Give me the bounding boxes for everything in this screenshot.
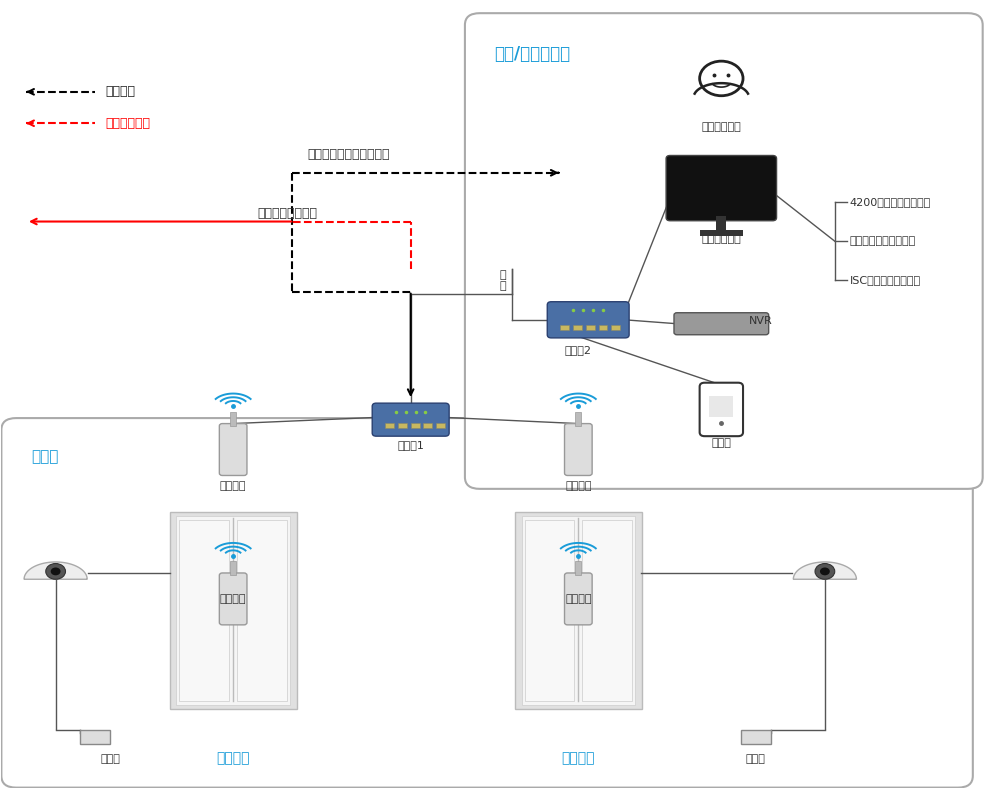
Bar <box>699 230 743 236</box>
Text: 云眸（适用云端部署）: 云眸（适用云端部署） <box>850 236 916 246</box>
Bar <box>524 520 575 701</box>
Bar <box>576 561 582 575</box>
Text: 取消误报过程: 取消误报过程 <box>105 117 150 129</box>
Text: 交换机2: 交换机2 <box>565 345 591 355</box>
Text: 电梯系统: 电梯系统 <box>217 751 250 765</box>
FancyBboxPatch shape <box>547 301 629 338</box>
Circle shape <box>815 563 835 579</box>
FancyBboxPatch shape <box>372 403 449 436</box>
FancyBboxPatch shape <box>565 573 592 625</box>
Bar <box>176 516 290 705</box>
Bar <box>169 512 297 709</box>
Text: 无线网桥: 无线网桥 <box>220 594 246 604</box>
Bar <box>716 216 726 234</box>
Text: 无线网桥: 无线网桥 <box>565 594 591 604</box>
FancyBboxPatch shape <box>565 424 592 476</box>
Text: 萤石云: 萤石云 <box>711 438 731 448</box>
FancyBboxPatch shape <box>1 418 973 787</box>
Text: ISC（适用小区级联）: ISC（适用小区级联） <box>850 275 921 286</box>
Circle shape <box>820 567 830 575</box>
Polygon shape <box>793 562 856 579</box>
Text: 电梯侧: 电梯侧 <box>31 450 58 465</box>
Text: 输出报警信号并上传事件: 输出报警信号并上传事件 <box>308 148 390 161</box>
Bar <box>398 423 406 428</box>
Text: 继电器: 继电器 <box>746 753 765 764</box>
Bar <box>585 324 594 330</box>
Bar <box>410 423 419 428</box>
Text: 物业监管人员: 物业监管人员 <box>701 122 741 133</box>
FancyBboxPatch shape <box>667 155 776 221</box>
Bar <box>436 423 445 428</box>
FancyBboxPatch shape <box>674 312 768 335</box>
Bar <box>573 324 582 330</box>
Bar <box>385 423 394 428</box>
Bar <box>709 396 733 417</box>
Bar <box>598 324 607 330</box>
Text: 无线网桥: 无线网桥 <box>565 481 591 492</box>
FancyBboxPatch shape <box>465 13 983 489</box>
Circle shape <box>50 567 60 575</box>
Bar <box>230 561 236 575</box>
Text: 继电器: 继电器 <box>100 753 120 764</box>
Bar <box>521 516 635 705</box>
Text: 公
网: 公 网 <box>499 270 505 291</box>
Bar <box>611 324 620 330</box>
Bar <box>230 412 236 426</box>
Polygon shape <box>24 562 87 579</box>
Text: 4200（适合单个小区）: 4200（适合单个小区） <box>850 197 931 207</box>
Circle shape <box>45 563 65 579</box>
Bar <box>179 520 229 701</box>
Bar <box>560 324 569 330</box>
Text: 报警过程: 报警过程 <box>105 85 135 99</box>
Text: 交换机1: 交换机1 <box>398 439 424 450</box>
Bar <box>80 730 110 744</box>
Bar <box>237 520 287 701</box>
Text: 手动取消报警事件: 手动取消报警事件 <box>258 208 317 220</box>
Text: NVR: NVR <box>749 316 772 327</box>
Text: 管理/监控中心侧: 管理/监控中心侧 <box>494 45 571 62</box>
Text: 电梯系统: 电梯系统 <box>562 751 595 765</box>
Bar <box>741 730 770 744</box>
FancyBboxPatch shape <box>699 383 743 436</box>
Text: 无线网桥: 无线网桥 <box>220 481 246 492</box>
Bar <box>583 520 632 701</box>
Bar <box>423 423 432 428</box>
FancyBboxPatch shape <box>220 573 247 625</box>
Bar <box>514 512 642 709</box>
Bar <box>576 412 582 426</box>
Text: 平台和客户端: 平台和客户端 <box>701 234 741 244</box>
FancyBboxPatch shape <box>220 424 247 476</box>
